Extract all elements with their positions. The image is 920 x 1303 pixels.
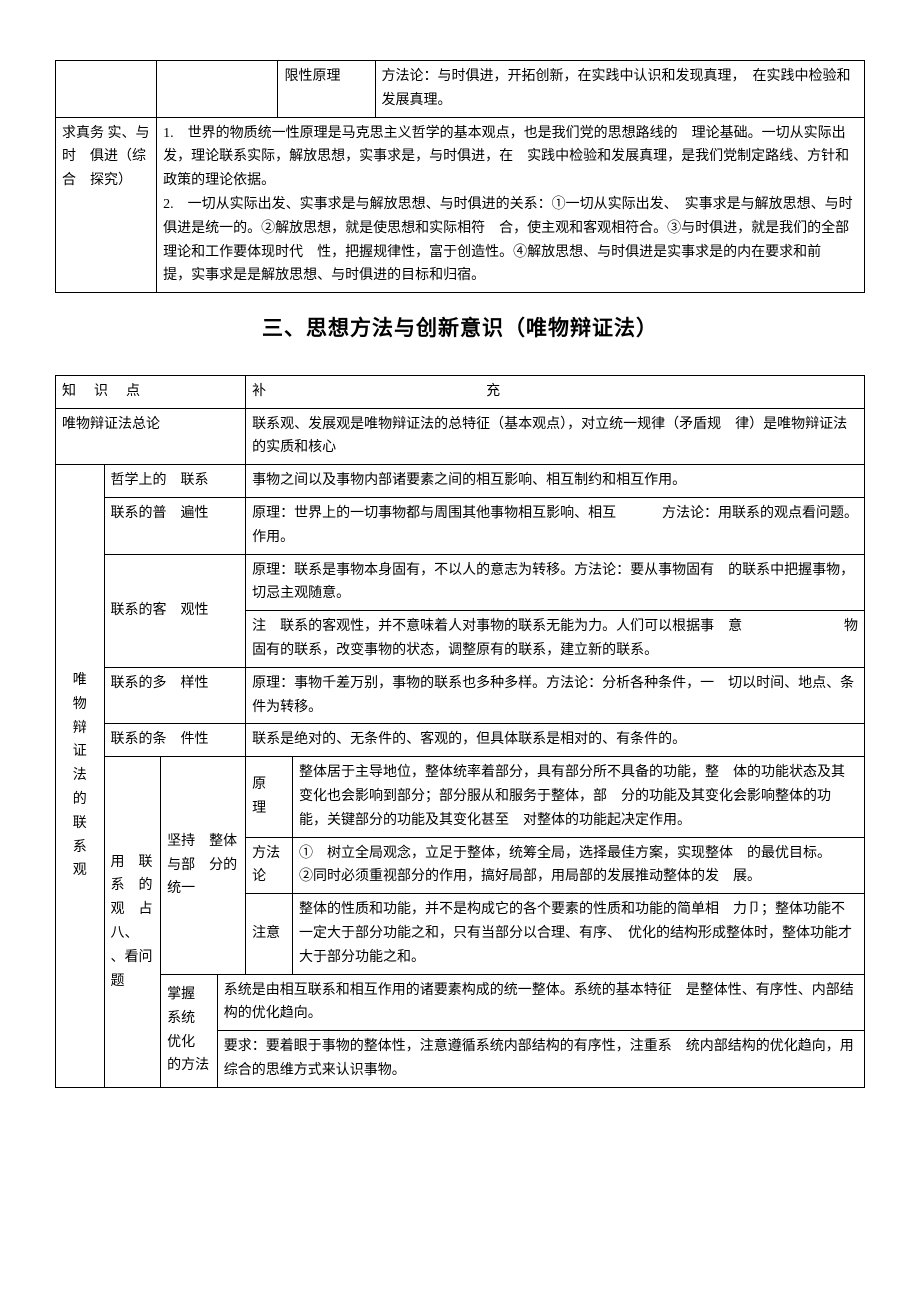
- r7c5: 整体居于主导地位，整体统率着部分，具有部分所不具备的功能，整 体的功能状态及其变…: [293, 757, 865, 837]
- r3c2: 联系的普 遍性: [104, 498, 246, 555]
- sub1c3: 坚持 整体 与部 分的统一: [161, 757, 246, 974]
- t1-r2c2: 1. 世界的物质统一性原理是马克思主义哲学的基本观点，也是我们党的思想路线的 理…: [157, 117, 865, 293]
- header-col2: 补充: [246, 375, 865, 408]
- r9c4: 注意: [246, 894, 293, 974]
- t1-r1c1: [56, 61, 157, 118]
- r1c1: 唯物辩证法总论: [56, 408, 246, 465]
- t1-r1c2: [157, 61, 278, 118]
- top-table: 限性原理 方法论：与时俱进，开拓创新，在实践中认识和发现真理， 在实践中检验和发…: [55, 60, 865, 293]
- t1-r1c3: 限性原理: [278, 61, 375, 118]
- r3c3: 原理：世界上的一切事物都与周围其他事物相互影响、相互作用。方法论：用联系的观点看…: [246, 498, 865, 555]
- t1-r1c4: 方法论：与时俱进，开拓创新，在实践中认识和发现真理， 在实践中检验和发展真理。: [375, 61, 864, 118]
- r6c3: 联系是绝对的、无条件的、客观的，但具体联系是相对的、有条件的。: [246, 724, 865, 757]
- r6c2: 联系的条 件性: [104, 724, 246, 757]
- r5c2: 联系的多 样性: [104, 667, 246, 724]
- r4c3b: 注 联系的客观性，并不意味着人对事物的联系无能为力。人们可以根据事 意物 固有的…: [246, 611, 865, 668]
- vcol-lianxi: 唯 物 辩 证 法 的 联 系 观: [56, 465, 105, 1088]
- r2c2: 哲学上的 联系: [104, 465, 246, 498]
- r4c3a: 原理：联系是事物本身固有，不以人的意志为转移。方法论：要从事物固有 的联系中把握…: [246, 554, 865, 611]
- header-col1: 知识点: [56, 375, 246, 408]
- r11c5: 要求：要着眼于事物的整体性，注意遵循系统内部结构的有序性，注重系 统内部结构的优…: [217, 1031, 864, 1088]
- r4c2: 联系的客 观性: [104, 554, 246, 667]
- r2c3: 事物之间以及事物内部诸要素之间的相互影响、相互制约和相互作用。: [246, 465, 865, 498]
- r10c5: 系统是由相互联系和相互作用的诸要素构成的统一整体。系统的基本特征 是整体性、有序…: [217, 974, 864, 1031]
- r1c2: 联系观、发展观是唯物辩证法的总特征（基本观点），对立统一规律（矛盾规 律）是唯物…: [246, 408, 865, 465]
- r7c4: 原 理: [246, 757, 293, 837]
- t1-r2c1: 求真务 实、与时 俱进（综合 探究）: [56, 117, 157, 293]
- r5c3: 原理：事物千差万别，事物的联系也多种多样。方法论：分析各种条件，一 切以时间、地…: [246, 667, 865, 724]
- r8c4: 方法论: [246, 837, 293, 894]
- section-title: 三、思想方法与创新意识（唯物辩证法）: [55, 311, 865, 347]
- r8c5: ① 树立全局观念，立足于整体，统筹全局，选择最佳方案，实现整体 的最优目标。 ②…: [293, 837, 865, 894]
- main-table: 知识点 补充 唯物辩证法总论 联系观、发展观是唯物辩证法的总特征（基本观点），对…: [55, 375, 865, 1088]
- sub2c3: 掌握 系统 优化 的方法: [161, 974, 218, 1087]
- r9c5: 整体的性质和功能，并不是构成它的各个要素的性质和功能的简单相 力卩；整体功能不一…: [293, 894, 865, 974]
- vcol-yonglianxi: 用 联系 的观 占八、 、看问 题: [104, 757, 161, 1088]
